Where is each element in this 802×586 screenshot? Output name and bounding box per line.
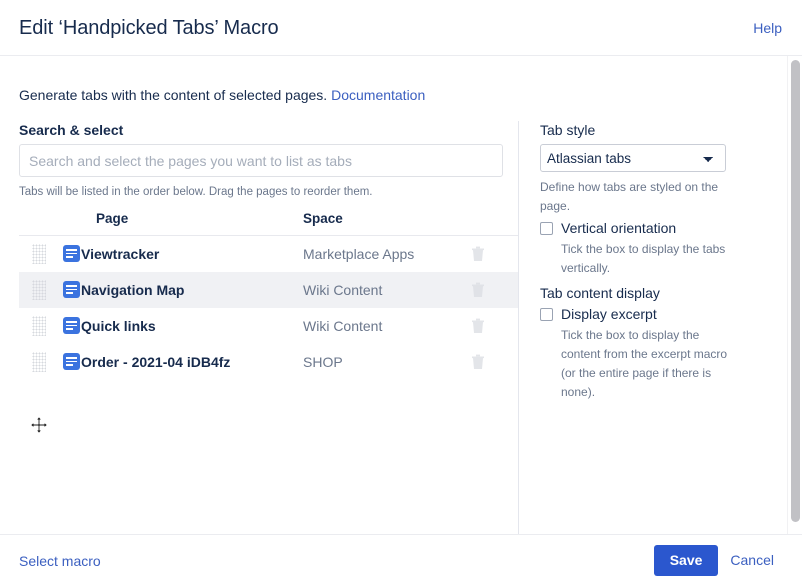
- page-name[interactable]: Navigation Map: [81, 281, 185, 298]
- page-icon-cell: [63, 236, 81, 272]
- table-row[interactable]: Quick links Wiki Content: [19, 308, 518, 344]
- page-name[interactable]: Order - 2021-04 iDB4fz: [81, 353, 231, 370]
- delete-cell[interactable]: [463, 308, 518, 344]
- drag-handle-cell[interactable]: [19, 344, 63, 380]
- select-macro-link[interactable]: Select macro: [19, 552, 101, 569]
- left-pane: Search & select Tabs will be listed in t…: [0, 121, 519, 534]
- column-header-page: Page: [81, 211, 303, 236]
- help-link[interactable]: Help: [753, 19, 782, 36]
- page-document-icon: [63, 353, 80, 370]
- selected-pages-table: Page Space: [19, 211, 518, 380]
- trash-icon[interactable]: [471, 354, 485, 370]
- page-name[interactable]: Viewtracker: [81, 245, 160, 262]
- documentation-link[interactable]: Documentation: [331, 87, 426, 103]
- page-document-icon: [63, 317, 80, 334]
- save-button[interactable]: Save: [653, 545, 719, 576]
- page-icon-cell: [63, 272, 81, 308]
- search-select-label: Search & select: [19, 122, 124, 138]
- vertical-scrollbar-thumb[interactable]: [791, 60, 800, 522]
- vertical-orientation-checkbox[interactable]: [540, 221, 553, 235]
- column-header-space: Space: [303, 211, 463, 236]
- dialog-header: Edit ‘Handpicked Tabs’ Macro Help: [0, 0, 802, 56]
- header-icon-spacer: [63, 211, 81, 236]
- table-row[interactable]: Viewtracker Marketplace Apps: [19, 236, 518, 272]
- trash-icon[interactable]: [471, 246, 485, 262]
- page-document-icon: [63, 281, 80, 298]
- trash-icon[interactable]: [471, 318, 485, 334]
- delete-cell[interactable]: [463, 344, 518, 380]
- space-name: Wiki Content: [303, 317, 383, 334]
- drag-handle-icon[interactable]: [32, 279, 46, 300]
- drag-handle-icon[interactable]: [32, 243, 46, 264]
- header-handle-spacer: [19, 211, 63, 236]
- tab-content-display-label: Tab content display: [540, 285, 660, 301]
- space-name: SHOP: [303, 353, 343, 370]
- dialog-body-inner: Generate tabs with the content of select…: [0, 56, 802, 534]
- move-cursor-icon: [29, 415, 49, 435]
- display-excerpt-checkbox[interactable]: [540, 307, 553, 321]
- header-trash-spacer: [463, 211, 518, 236]
- table-row[interactable]: Navigation Map Wiki Content: [19, 271, 518, 308]
- display-excerpt-label[interactable]: Display excerpt: [561, 306, 657, 322]
- trash-icon[interactable]: [471, 282, 485, 298]
- reorder-hint: Tabs will be listed in the order below. …: [19, 186, 373, 198]
- delete-cell[interactable]: [463, 272, 518, 308]
- cancel-button[interactable]: Cancel: [722, 545, 782, 576]
- tab-style-select[interactable]: Atlassian tabs: [540, 144, 726, 172]
- space-name: Wiki Content: [303, 281, 383, 298]
- vertical-scrollbar-track[interactable]: [787, 56, 802, 534]
- tab-style-label: Tab style: [540, 122, 596, 138]
- footer-actions: Save Cancel: [653, 545, 782, 576]
- delete-cell[interactable]: [463, 236, 518, 272]
- dialog-footer: Select macro Save Cancel: [0, 535, 802, 586]
- table-row[interactable]: Order - 2021-04 iDB4fz SHOP: [19, 344, 518, 380]
- page-document-icon: [63, 245, 80, 262]
- tab-style-hint: Define how tabs are styled on the page.: [540, 180, 719, 213]
- table-head: Page Space: [19, 211, 518, 236]
- intro-text: Generate tabs with the content of select…: [0, 56, 786, 104]
- page-icon-cell: [63, 344, 81, 380]
- vertical-orientation-row[interactable]: Vertical orientation: [540, 219, 751, 237]
- drag-handle-icon[interactable]: [32, 315, 46, 336]
- table-body: Viewtracker Marketplace Apps: [19, 236, 518, 380]
- display-excerpt-row[interactable]: Display excerpt: [540, 305, 751, 323]
- page-name[interactable]: Quick links: [81, 317, 156, 334]
- space-name: Marketplace Apps: [303, 245, 415, 262]
- search-input[interactable]: [19, 144, 503, 177]
- display-excerpt-hint: Tick the box to display the content from…: [561, 328, 728, 399]
- dialog-body: Generate tabs with the content of select…: [0, 56, 802, 535]
- right-pane: Tab style Atlassian tabs Define how tabs…: [519, 121, 769, 534]
- drag-handle-cell[interactable]: [19, 236, 63, 272]
- page-title: Edit ‘Handpicked Tabs’ Macro: [19, 16, 279, 39]
- vertical-orientation-hint: Tick the box to display the tabs vertica…: [561, 242, 726, 275]
- intro-sentence: Generate tabs with the content of select…: [19, 87, 328, 103]
- drag-handle-cell[interactable]: [19, 308, 63, 344]
- panes: Search & select Tabs will be listed in t…: [0, 121, 786, 534]
- vertical-orientation-label[interactable]: Vertical orientation: [561, 220, 677, 236]
- drag-handle-icon[interactable]: [32, 351, 46, 372]
- page-icon-cell: [63, 308, 81, 344]
- drag-handle-cell[interactable]: [19, 272, 63, 308]
- table-header-row: Page Space: [19, 211, 518, 236]
